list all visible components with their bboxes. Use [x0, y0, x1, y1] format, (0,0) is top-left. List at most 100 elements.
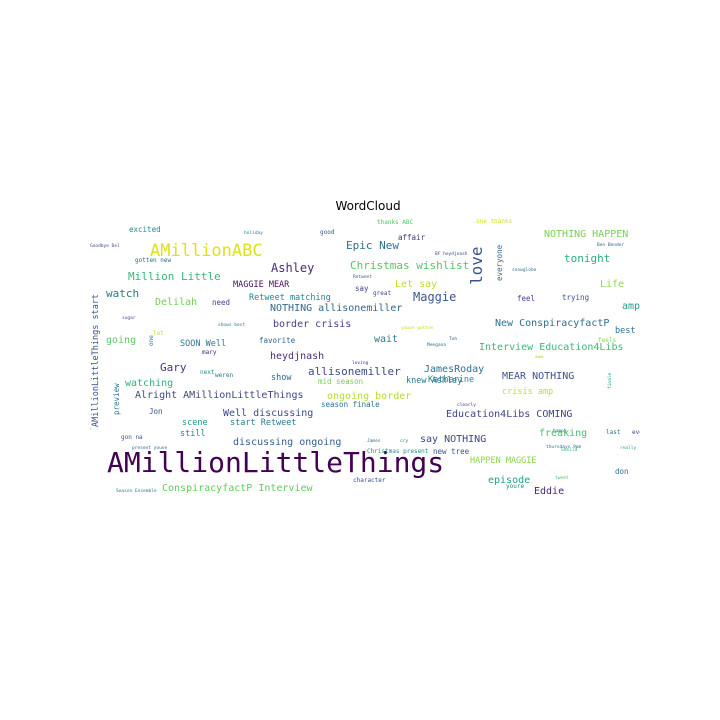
word-95: Toh: [449, 336, 457, 342]
word-9: Gary: [160, 361, 187, 374]
word-23: border crisis: [273, 319, 351, 330]
word-84: snowglobe: [512, 267, 537, 273]
word-94: Meegana: [427, 342, 446, 348]
chart-title: WordCloud: [335, 199, 401, 213]
word-37: HAPPEN MAGGIE: [470, 456, 537, 466]
word-99: Starting: [90, 427, 92, 449]
word-93: holiday: [244, 230, 263, 236]
word-65: character: [353, 477, 386, 484]
word-0: AMillionLittleThings: [107, 446, 444, 479]
word-13: Let say: [395, 279, 437, 290]
word-63: season finale: [321, 400, 380, 409]
word-16: NOTHING HAPPEN: [544, 229, 628, 240]
word-91: happy: [553, 428, 567, 434]
word-26: Alright AMillionLittleThings: [135, 390, 304, 401]
word-79: thanks ABC: [377, 219, 414, 226]
word-43: knew Ashley: [406, 376, 462, 386]
word-105: Sheila: [561, 447, 578, 453]
word-39: MAGGIE MEAR: [233, 280, 290, 290]
word-82: one thanks: [476, 219, 513, 225]
word-53: favorite: [259, 336, 296, 345]
word-41: SOON Well: [180, 339, 226, 349]
word-54: everyone: [495, 244, 504, 281]
word-73: one: [148, 335, 155, 346]
word-77: youre: [506, 483, 524, 490]
word-52: say: [355, 284, 369, 293]
word-100: Season Ensemble: [116, 488, 157, 494]
word-103: Retweet: [353, 274, 372, 280]
word-24: NOTHING allisonemiller: [270, 303, 402, 314]
word-29: Education4Libs COMING: [446, 409, 572, 420]
word-51: best: [615, 326, 635, 336]
word-3: Ashley: [271, 261, 314, 275]
word-30: Well discussing: [223, 408, 313, 419]
word-74: lot: [153, 330, 164, 337]
word-89: clearly: [457, 402, 476, 408]
word-20: heydjnash: [270, 351, 324, 362]
word-107: tweet: [555, 475, 569, 481]
word-97: cry: [400, 439, 408, 444]
word-14: amp: [622, 301, 640, 312]
word-80: good: [320, 229, 335, 236]
word-70: mary: [202, 349, 217, 356]
word-4: Maggie: [413, 290, 456, 304]
word-49: feel: [517, 294, 535, 303]
word-31: discussing ongoing: [233, 437, 341, 448]
word-45: crisis amp: [502, 387, 553, 397]
word-11: Million Little: [128, 270, 221, 283]
word-81: feels: [598, 337, 616, 344]
word-7: watch: [106, 287, 139, 300]
word-17: going: [106, 335, 136, 346]
word-48: start Retweet: [230, 418, 297, 428]
word-32: say NOTHING: [420, 434, 486, 445]
word-87: sugar: [122, 316, 136, 321]
word-106: really: [620, 445, 637, 451]
word-67: great: [373, 290, 391, 297]
word-12: Delilah: [155, 297, 197, 308]
word-61: affair: [398, 233, 426, 242]
word-44: Katherine: [428, 375, 474, 385]
word-50: need: [212, 298, 230, 307]
word-35: ConspiracyfactP Interview: [162, 483, 313, 494]
word-86: aww: [535, 355, 543, 360]
word-90: loving: [352, 360, 369, 366]
word-56: Jon: [149, 407, 163, 416]
word-10: Christmas wishlist: [350, 259, 469, 272]
word-21: New ConspiracyfactP: [495, 318, 609, 329]
word-1: AMillionABC: [150, 241, 263, 261]
word-88: shows best: [218, 322, 245, 328]
word-92: Goodbye Del: [90, 243, 120, 249]
word-8: allisonemiller: [308, 365, 401, 378]
word-83: BF heydjnash: [435, 251, 468, 257]
word-78: next: [200, 369, 215, 376]
word-104: Ben Bender: [597, 242, 624, 248]
word-25: JamesRoday: [424, 364, 484, 375]
word-69: last: [606, 429, 621, 436]
wordcloud-area: AMillionLittleThings AMillionABC love Ashle…: [90, 219, 640, 494]
word-75: gon na: [121, 434, 143, 441]
word-36: Eddie: [534, 486, 564, 494]
word-96: James: [367, 438, 381, 444]
word-102: thursdays 9pm: [546, 444, 582, 450]
word-60: excited: [129, 225, 161, 234]
word-40: Retweet matching: [249, 293, 331, 303]
word-66: Christmas present: [367, 448, 429, 455]
word-28: MEAR NOTHING: [502, 371, 574, 382]
word-33: freaking: [539, 428, 587, 439]
word-64: new tree: [433, 447, 470, 456]
word-55: trying: [562, 293, 589, 302]
word-76: gotten new: [135, 257, 172, 264]
word-71: weren: [215, 372, 233, 379]
word-19: wait: [374, 334, 398, 345]
word-27: ongoing border: [327, 391, 411, 402]
word-34: episode: [488, 475, 530, 486]
word-72: ever: [632, 429, 640, 436]
word-62: mid season: [318, 377, 363, 386]
word-57: preview: [112, 383, 121, 415]
word-46: scene: [182, 418, 208, 428]
word-101: finale: [607, 372, 613, 389]
word-42: show: [271, 373, 292, 383]
word-85: youve gotten: [401, 325, 434, 331]
wordcloud-canvas: AMillionLittleThings AMillionABC love Ashle…: [90, 219, 640, 494]
